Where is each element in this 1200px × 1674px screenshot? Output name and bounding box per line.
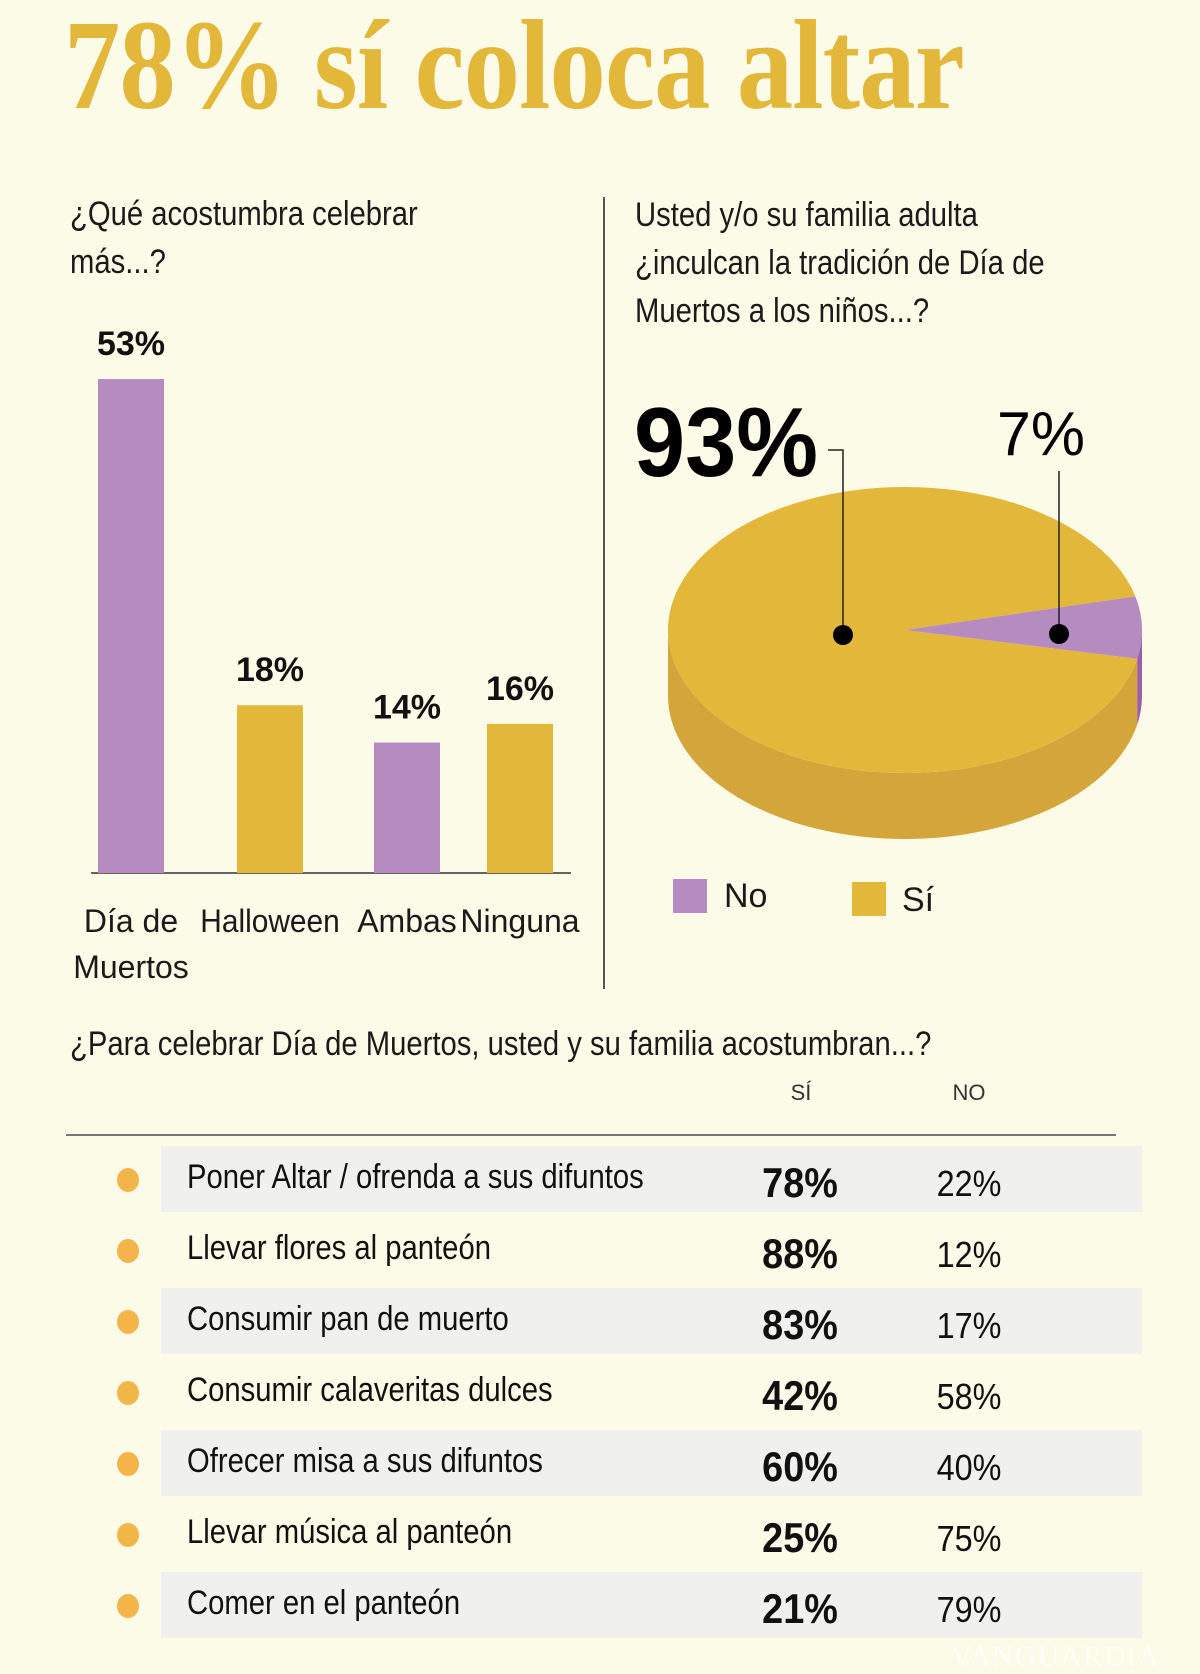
row-background	[161, 1572, 1142, 1638]
question-line: Usted y/o su familia adulta	[635, 196, 978, 234]
bar-value-label: 53%	[97, 325, 165, 363]
row-value-si: 83%	[762, 1301, 838, 1348]
table-row: Poner Altar / ofrenda a sus difuntos 78%…	[0, 1146, 1200, 1212]
charts-canvas: 53% Día de Muertos 18% Halloween 14% Ambas 16% N…	[73, 325, 1142, 985]
table-row: Comer en el panteón 21% 79%	[0, 1572, 1200, 1638]
row-value-no: 22%	[936, 1163, 1002, 1204]
row-label: Llevar flores al panteón	[187, 1229, 491, 1267]
x-tick-label: Ninguna	[460, 903, 579, 939]
row-value-no: 17%	[936, 1305, 1002, 1346]
column-header-si: SÍ	[790, 1080, 812, 1105]
pie-slice-no	[905, 596, 1142, 659]
bullet-icon	[117, 1310, 139, 1334]
legend-label-no: No	[724, 877, 767, 915]
bar-value-label: 16%	[486, 670, 554, 708]
leader-dot-si	[833, 625, 853, 645]
row-value-no: 75%	[936, 1518, 1002, 1559]
question-line: ¿Qué acostumbra celebrar	[70, 195, 418, 233]
table-header-rule	[66, 1134, 1116, 1136]
bullet-icon	[117, 1168, 139, 1192]
leader-line-si	[828, 449, 844, 635]
row-label: Comer en el panteón	[187, 1584, 461, 1622]
row-background	[161, 1146, 1142, 1212]
bar-3	[487, 723, 553, 873]
pie-chart-question: Usted y/o su familia adulta ¿inculcan la…	[635, 191, 1045, 335]
pie-side-si	[668, 630, 1138, 839]
bar-chart-question: ¿Qué acostumbra celebrar más...?	[70, 190, 418, 286]
bar-1	[237, 705, 303, 873]
row-label: Poner Altar / ofrenda a sus difuntos	[187, 1158, 644, 1196]
bar-0	[98, 379, 164, 873]
x-tick-label: Ambas	[357, 903, 457, 939]
pie-slice-si	[667, 486, 1138, 773]
watermark: VANGUARDIA	[950, 1640, 1160, 1673]
row-value-si: 21%	[762, 1585, 838, 1632]
pie-side-no	[1137, 630, 1142, 725]
page-title: 78% sí coloca altar	[64, 0, 965, 136]
row-value-si: 60%	[762, 1443, 838, 1490]
row-value-si: 78%	[762, 1159, 838, 1206]
row-label: Llevar música al panteón	[187, 1513, 513, 1551]
row-value-si: 88%	[762, 1230, 838, 1277]
bar-2	[374, 742, 440, 873]
table-question: ¿Para celebrar Día de Muertos, usted y s…	[70, 1025, 932, 1063]
bar-value-label: 14%	[373, 689, 441, 727]
row-value-no: 79%	[936, 1589, 1002, 1630]
table-row: Consumir pan de muerto 83% 17%	[0, 1288, 1200, 1354]
question-line: más...?	[70, 243, 166, 281]
pie-label-no: 7%	[997, 400, 1085, 469]
row-value-si: 25%	[762, 1514, 838, 1561]
legend-swatch-no	[673, 879, 707, 913]
table-row: Consumir calaveritas dulces 42% 58%	[0, 1359, 1200, 1425]
x-tick-label: Día de	[84, 903, 178, 939]
question-line: ¿inculcan la tradición de Día de	[635, 244, 1045, 282]
x-tick-label: Halloween	[200, 903, 340, 939]
x-tick-label: Muertos	[73, 949, 189, 985]
row-label: Ofrecer misa a sus difuntos	[187, 1442, 543, 1480]
table-row: Llevar música al panteón 25% 75%	[0, 1501, 1200, 1567]
bullet-icon	[117, 1381, 139, 1405]
column-header-no: NO	[952, 1080, 986, 1105]
row-label: Consumir pan de muerto	[187, 1300, 509, 1338]
legend-swatch-si	[852, 882, 886, 916]
bullet-icon	[117, 1452, 139, 1476]
row-value-si: 42%	[762, 1372, 838, 1419]
vertical-divider	[603, 197, 605, 989]
bar-value-label: 18%	[236, 651, 304, 689]
bullet-icon	[117, 1594, 139, 1618]
row-value-no: 40%	[936, 1447, 1002, 1488]
row-value-no: 58%	[936, 1376, 1002, 1417]
leader-dot-no	[1049, 624, 1069, 644]
row-value-no: 12%	[936, 1234, 1002, 1275]
row-background	[161, 1430, 1142, 1496]
row-label: Consumir calaveritas dulces	[187, 1371, 553, 1409]
question-line: Muertos a los niños...?	[635, 292, 930, 330]
pie-label-si: 93%	[634, 387, 818, 497]
bullet-icon	[117, 1239, 139, 1263]
bullet-icon	[117, 1523, 139, 1547]
table-row: Llevar flores al panteón 88% 12%	[0, 1217, 1200, 1283]
table-row: Ofrecer misa a sus difuntos 60% 40%	[0, 1430, 1200, 1496]
row-background	[161, 1288, 1142, 1354]
legend-label-si: Sí	[902, 881, 935, 919]
